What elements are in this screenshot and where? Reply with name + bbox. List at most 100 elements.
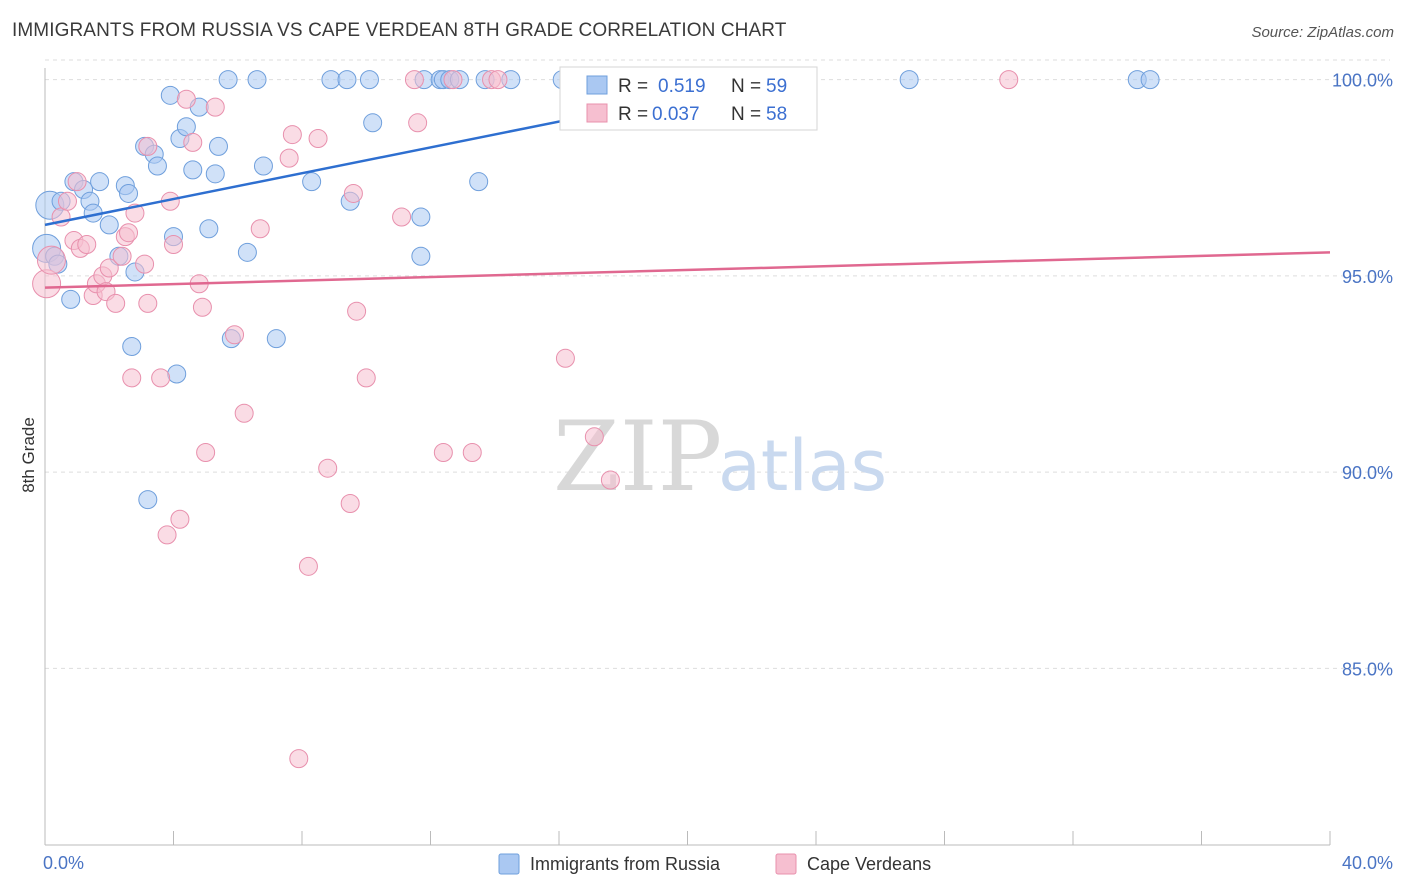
stats-r-label-cape: R = [618,104,648,125]
point-cape-5 [67,172,87,192]
point-russia-43 [411,246,431,266]
point-cape-13 [106,293,126,313]
point-cape-33 [225,325,245,345]
point-cape-17 [122,368,142,388]
point-cape-26 [170,509,190,529]
point-cape-50 [443,70,463,90]
x-tick-label-0: 0.0% [43,853,84,873]
stats-r-value-russia: 0.519 [658,76,706,97]
point-russia-38 [337,70,357,90]
point-cape-56 [600,470,620,490]
point-cape-45 [356,368,376,388]
point-russia-42 [411,207,431,227]
point-russia-34 [253,156,273,176]
y-tick-labels: 85.0% 90.0% 95.0% 100.0% [1332,71,1393,680]
point-cape-55 [584,427,604,447]
point-cape-30 [192,297,212,317]
point-russia-14 [122,337,142,357]
point-cape-1 [36,245,66,275]
trend-line-cape [44,251,1331,289]
point-russia-35 [266,329,286,349]
point-cape-22 [151,368,171,388]
source-credit: Source: ZipAtlas.com [1251,24,1394,41]
point-cape-21 [138,293,158,313]
point-cape-34 [234,403,254,423]
stats-n-label-cape: N = [731,104,761,125]
x-tick-label-1: 40.0% [1342,853,1393,873]
legend-label-russia[interactable]: Immigrants from Russia [530,854,721,874]
point-russia-40 [359,70,379,90]
point-russia-33 [247,70,267,90]
point-russia-36 [302,172,322,192]
point-cape-25 [164,234,183,254]
point-russia-19 [147,156,167,176]
point-cape-35 [250,219,270,239]
point-russia-9 [90,172,110,192]
point-russia-30 [218,70,238,90]
point-cape-40 [308,129,328,148]
point-cape-7 [77,234,97,254]
point-russia-17 [138,490,158,510]
y-tick-label-0: 85.0% [1342,659,1393,679]
stats-r-label-russia: R = [618,76,648,97]
point-russia-25 [183,160,203,180]
point-russia-13 [119,183,139,203]
watermark-zip: ZIP [553,401,722,513]
point-russia-57 [1140,70,1160,90]
point-cape-43 [343,183,363,203]
legend-label-cape[interactable]: Cape Verdeans [807,854,931,874]
stats-swatch-cape [586,103,608,123]
point-russia-3 [61,289,81,309]
point-russia-27 [199,219,219,239]
y-tick-label-2: 95.0% [1342,267,1393,287]
point-russia-22 [167,364,187,384]
stats-legend: R = 0.519 N = 59 R = 0.037 N = 58 [559,66,818,131]
point-cape-54 [555,348,575,368]
x-tick-labels: 0.0% 40.0% [43,853,1393,873]
point-cape-27 [176,89,196,109]
legend-swatch-cape[interactable] [775,853,797,875]
point-cape-44 [347,301,367,321]
point-cape-51 [462,443,482,462]
point-cape-37 [282,125,302,145]
point-cape-23 [157,525,177,545]
point-cape-16 [119,223,139,243]
point-cape-12 [99,258,119,278]
point-cape-46 [392,207,412,227]
y-tick-label-1: 90.0% [1342,463,1393,483]
legend-swatch-russia[interactable] [498,853,520,875]
point-cape-53 [488,70,508,90]
point-cape-39 [298,556,318,576]
stats-swatch-russia [586,75,608,95]
y-axis-label: 8th Grade [19,417,38,493]
point-cape-38 [289,749,309,769]
grid-lines [45,59,1390,669]
point-cape-3 [57,191,77,211]
y-tick-label-3: 100.0% [1332,71,1393,91]
stats-n-label-russia: N = [731,76,761,97]
data-points [32,70,1160,769]
point-cape-57 [999,70,1019,90]
point-cape-36 [279,148,299,168]
point-russia-41 [363,113,383,133]
point-russia-55 [899,70,919,90]
chart-title: IMMIGRANTS FROM RUSSIA VS CAPE VERDEAN 8… [12,20,787,41]
point-cape-48 [408,113,428,133]
point-cape-20 [138,136,158,156]
stats-n-value-russia: 59 [766,76,787,97]
point-russia-37 [321,70,341,90]
point-cape-31 [196,443,216,462]
point-cape-19 [135,254,155,274]
point-cape-0 [32,269,62,299]
point-russia-29 [208,136,228,156]
stats-n-value-cape: 58 [766,104,787,125]
point-russia-28 [205,164,225,184]
point-russia-10 [99,215,119,235]
point-cape-47 [404,70,424,90]
point-cape-42 [340,494,360,514]
watermark-atlas: atlas [718,425,887,507]
point-cape-49 [433,443,453,462]
series-legend: Immigrants from Russia Cape Verdeans [498,853,931,875]
point-cape-32 [205,97,225,117]
